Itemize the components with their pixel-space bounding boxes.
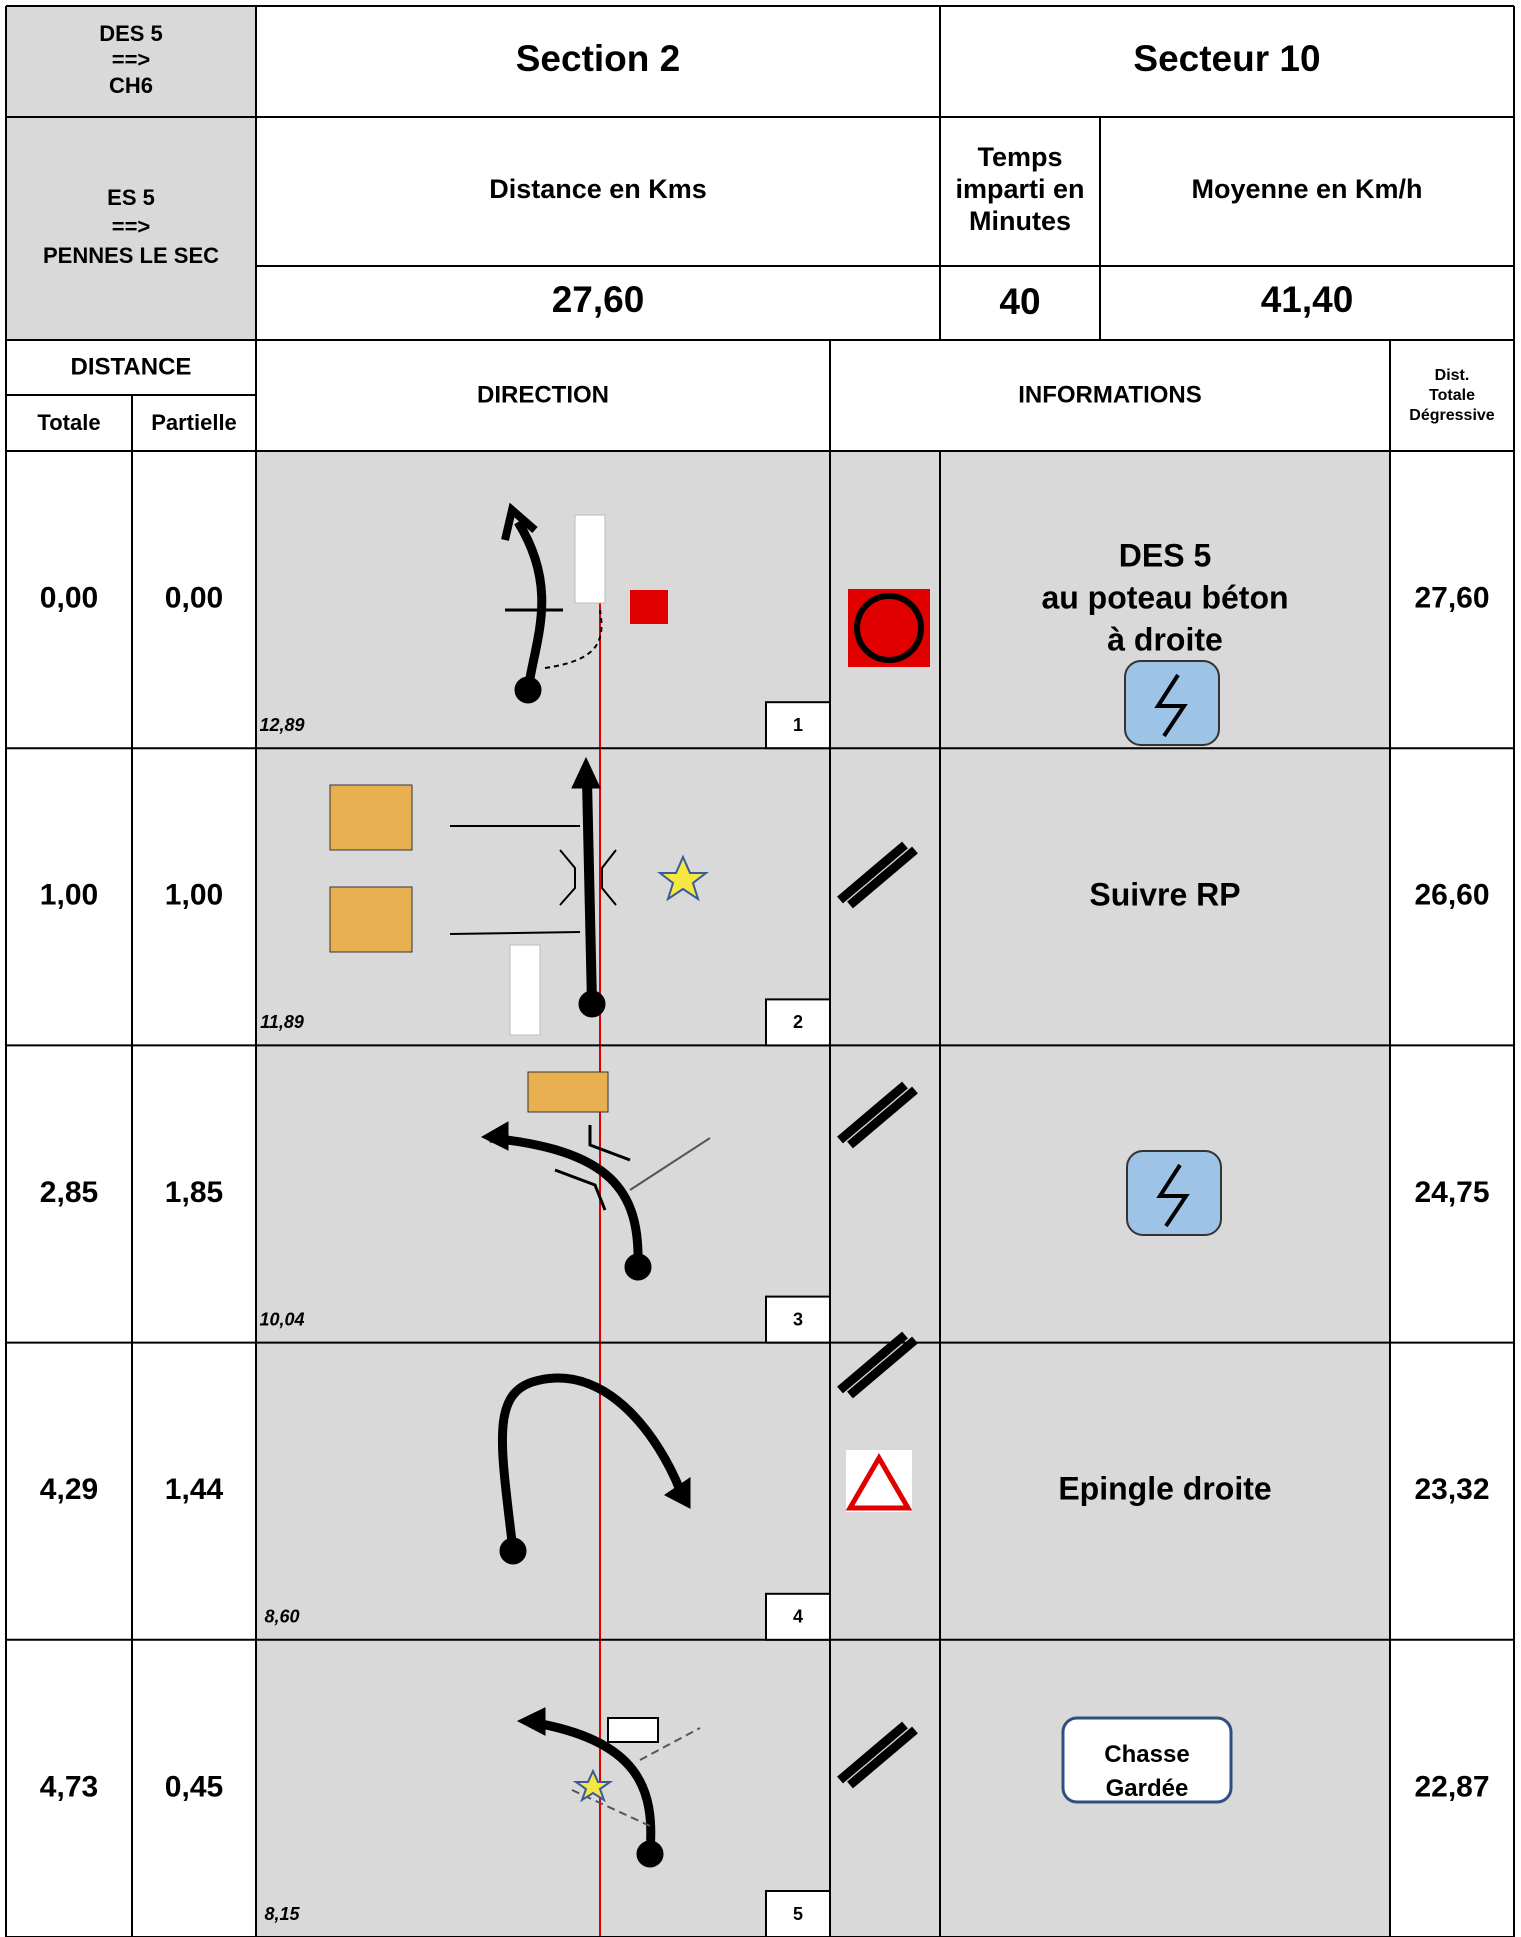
box-number: 1: [793, 715, 803, 735]
number-box: [765, 1592, 831, 1641]
secteur-title: Secteur 10: [1133, 38, 1320, 79]
stage-label: DES 5: [99, 21, 163, 46]
stage-label: CH6: [109, 73, 153, 98]
info-text: Chasse: [1104, 1741, 1189, 1768]
backgrounds: [6, 6, 1390, 1937]
info-text: DES 5: [1119, 537, 1211, 573]
column-header: INFORMATIONS: [1018, 381, 1202, 408]
temps-label: imparti en: [955, 174, 1084, 204]
distance-value: 27,60: [552, 279, 645, 320]
totale-value: 4,73: [40, 1770, 98, 1803]
partielle-value: 1,00: [165, 879, 223, 912]
partielle-value: 1,44: [165, 1473, 224, 1506]
sub-distance: 8,60: [264, 1607, 299, 1627]
sub-distance: 11,89: [260, 1012, 304, 1032]
totale-value: 4,29: [40, 1473, 98, 1506]
degressive-value: 27,60: [1414, 582, 1489, 615]
number-box: [765, 701, 831, 750]
sub-distance: 10,04: [259, 1309, 304, 1329]
degressive-value: 23,32: [1414, 1473, 1489, 1506]
box-number: 5: [793, 1904, 803, 1924]
box-number: 4: [793, 1607, 803, 1627]
column-header: Totale: [1429, 387, 1475, 404]
degressive-value: 22,87: [1414, 1770, 1489, 1803]
number-box: [765, 1890, 831, 1937]
totale-value: 2,85: [40, 1176, 98, 1209]
distance-label: Distance en Kms: [489, 174, 707, 204]
degressive-value: 26,60: [1414, 879, 1489, 912]
totale-value: 1,00: [40, 879, 98, 912]
stage-label: ==>: [112, 47, 151, 72]
temps-value: 40: [999, 281, 1040, 322]
info-text: au poteau béton: [1041, 579, 1288, 615]
es-label: ES 5: [107, 185, 155, 210]
moyenne-label: Moyenne en Km/h: [1191, 174, 1422, 204]
partielle-value: 0,45: [165, 1770, 223, 1803]
temps-label: Temps: [977, 142, 1062, 172]
info-text: Epingle droite: [1058, 1471, 1271, 1507]
info-text: à droite: [1107, 621, 1223, 657]
temps-label: Minutes: [969, 206, 1071, 236]
road-icons: [329, 502, 1233, 1937]
column-header: DIRECTION: [477, 381, 609, 408]
degressive-value: 24,75: [1414, 1176, 1489, 1209]
column-header: Dist.: [1435, 367, 1470, 384]
column-header: DISTANCE: [71, 353, 192, 380]
section-title: Section 2: [516, 38, 681, 79]
moyenne-value: 41,40: [1261, 279, 1354, 320]
info-text: Gardée: [1106, 1775, 1189, 1802]
number-box: [765, 998, 831, 1047]
table-grid: [5, 5, 1515, 1937]
info-text: Suivre RP: [1089, 876, 1240, 912]
box-number: 2: [793, 1012, 803, 1032]
totale-value: 0,00: [40, 582, 98, 615]
partielle-value: 0,00: [165, 582, 223, 615]
number-box: [765, 1295, 831, 1344]
es-label: PENNES LE SEC: [43, 243, 219, 268]
column-header: Dégressive: [1409, 407, 1494, 424]
partielle-value: 1,85: [165, 1176, 223, 1209]
box-number: 3: [793, 1309, 803, 1329]
column-header: Totale: [37, 410, 100, 435]
es-label: ==>: [112, 214, 151, 239]
column-header: Partielle: [151, 410, 237, 435]
sub-distance: 8,15: [264, 1904, 300, 1924]
sub-distance: 12,89: [259, 715, 304, 735]
